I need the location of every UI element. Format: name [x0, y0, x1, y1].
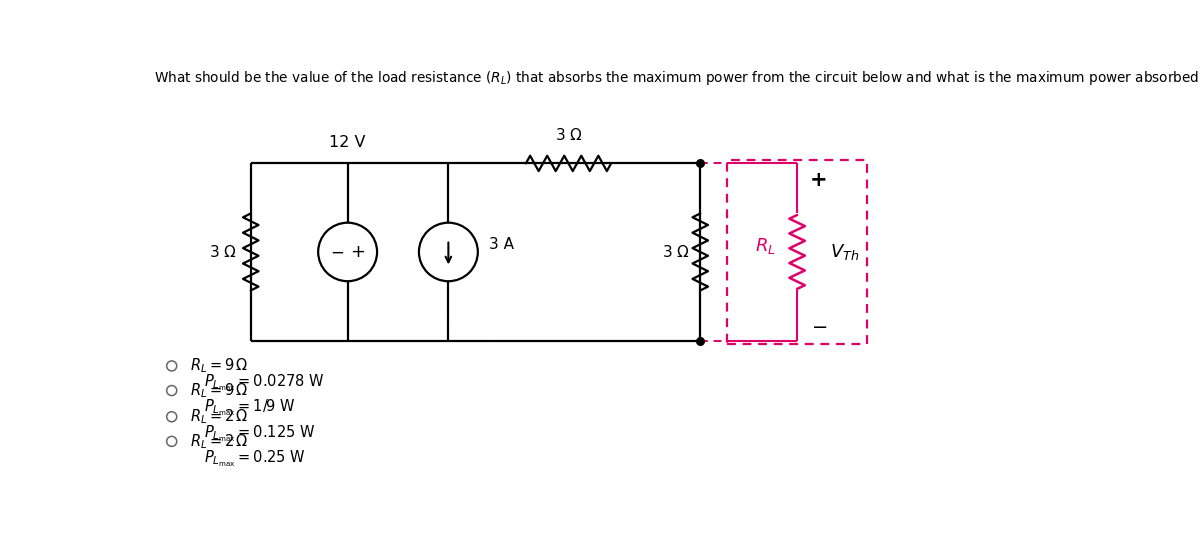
Text: +: + [810, 170, 828, 190]
Text: $R_L$: $R_L$ [755, 236, 775, 256]
Bar [727, 160, 866, 344]
Text: $R_L= 2\,\Omega$: $R_L= 2\,\Omega$ [191, 407, 248, 426]
Text: $P_{L_{\mathrm{max}}} = 0.0278$ W: $P_{L_{\mathrm{max}}} = 0.0278$ W [204, 373, 325, 393]
Text: $V_{Th}$: $V_{Th}$ [829, 242, 859, 262]
Text: 3 $\Omega$: 3 $\Omega$ [554, 128, 582, 144]
Text: $-$: $-$ [811, 316, 827, 335]
Text: $R_L= 9\,\Omega$: $R_L= 9\,\Omega$ [191, 381, 248, 400]
Text: $R_L= 9\,\Omega$: $R_L= 9\,\Omega$ [191, 357, 248, 375]
Text: 3 $\Omega$: 3 $\Omega$ [661, 244, 689, 260]
Text: 12 V: 12 V [329, 135, 366, 150]
Text: What should be the value of the load resistance ($R_L$) that absorbs the maximum: What should be the value of the load res… [154, 70, 1200, 89]
Text: $P_{L_{\mathrm{max}}} = 0.125$ W: $P_{L_{\mathrm{max}}} = 0.125$ W [204, 423, 316, 444]
Text: $P_{L_{\mathrm{max}}} = 1/9$ W: $P_{L_{\mathrm{max}}} = 1/9$ W [204, 397, 295, 418]
Text: 3 A: 3 A [488, 237, 514, 252]
Text: $-$: $-$ [330, 243, 344, 261]
Text: $P_{L_{\mathrm{max}}} = 0.25$ W: $P_{L_{\mathrm{max}}} = 0.25$ W [204, 448, 306, 469]
Text: $R_L= 2\,\Omega$: $R_L= 2\,\Omega$ [191, 432, 248, 451]
Text: $+$: $+$ [350, 243, 365, 261]
Text: 3 $\Omega$: 3 $\Omega$ [209, 244, 236, 260]
